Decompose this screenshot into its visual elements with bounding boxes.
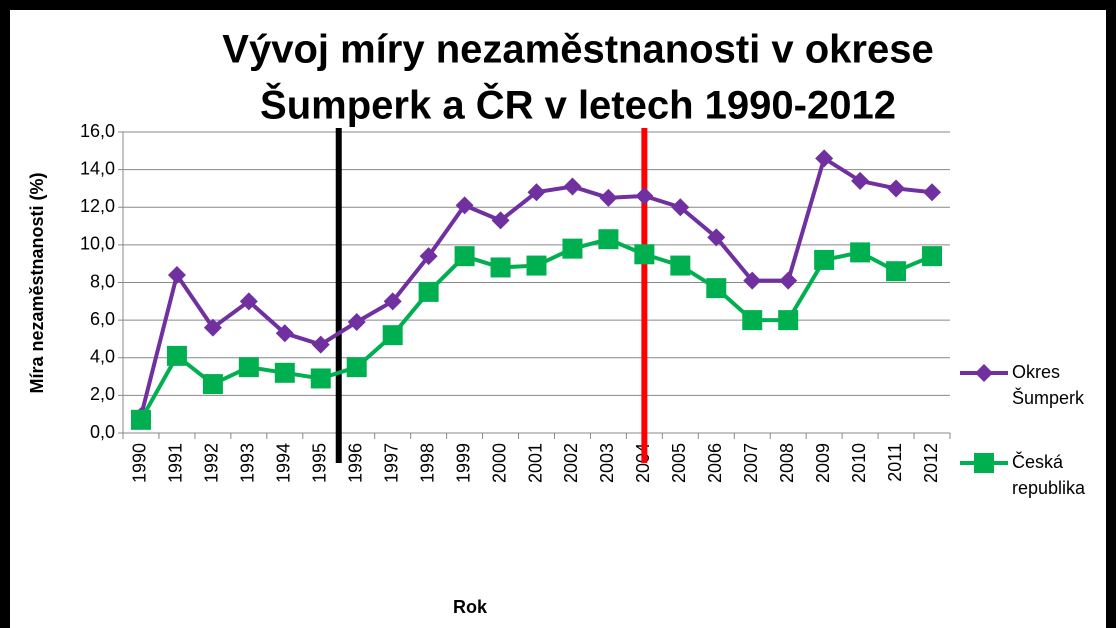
x-tick-label: 1997	[381, 443, 401, 483]
legend-label-line: Česká	[1012, 451, 1064, 472]
point	[670, 255, 691, 276]
x-tick-label: 2000	[489, 443, 509, 483]
point	[203, 318, 222, 337]
point	[851, 171, 870, 190]
x-tick-label: 2003	[597, 443, 617, 483]
legend-label: Okres Šumperk	[1012, 362, 1085, 408]
point	[706, 278, 727, 299]
point	[850, 242, 871, 263]
point	[975, 364, 993, 382]
point	[239, 292, 258, 311]
point	[491, 211, 510, 230]
y-tick-label: 2,0	[90, 384, 115, 404]
x-tick-label: 2009	[813, 443, 833, 483]
x-tick-label: 1990	[130, 443, 150, 483]
y-tick-label: 14,0	[80, 158, 115, 178]
x-tick-label: 1998	[417, 443, 437, 483]
point	[130, 409, 151, 430]
point	[526, 255, 547, 276]
x-tick-label: 1995	[310, 443, 330, 483]
point	[923, 183, 942, 202]
point	[347, 313, 366, 332]
x-tick-label: 2007	[741, 443, 761, 483]
point	[671, 198, 690, 217]
point	[563, 177, 582, 196]
x-tick-label: 2010	[849, 443, 869, 483]
point	[887, 179, 906, 198]
point	[202, 374, 223, 395]
point	[455, 196, 474, 215]
x-tick-label: 2005	[669, 443, 689, 483]
point	[166, 345, 187, 366]
point	[311, 335, 330, 354]
point	[635, 186, 654, 205]
x-tick-label: 1993	[238, 443, 258, 483]
y-tick-label: 10,0	[80, 234, 115, 254]
x-tick-label: 2004	[633, 443, 653, 483]
point	[814, 249, 835, 270]
point	[599, 188, 618, 207]
point	[527, 183, 546, 202]
x-tick-label: 1992	[202, 443, 222, 483]
point	[490, 257, 511, 278]
point	[383, 292, 402, 311]
point	[562, 238, 583, 259]
point	[778, 310, 799, 331]
x-tick-label: 1994	[274, 443, 294, 483]
point	[974, 453, 994, 473]
x-tick-label: 2008	[777, 443, 797, 483]
point	[779, 271, 798, 290]
x-axis-label: Rok	[453, 597, 488, 617]
y-tick-label: 8,0	[90, 271, 115, 291]
y-tick-label: 12,0	[80, 196, 115, 216]
point	[454, 246, 475, 267]
x-tick-label: 1991	[166, 443, 186, 483]
legend-label-line: Okres	[1012, 362, 1060, 382]
x-tick-label: 2012	[921, 443, 941, 483]
y-tick-label: 0,0	[90, 422, 115, 442]
point	[815, 149, 834, 168]
point	[598, 229, 619, 250]
point	[419, 247, 438, 266]
legend-label: Česká republika	[1012, 451, 1086, 498]
x-tick-label: 2002	[561, 443, 581, 483]
point	[274, 362, 295, 383]
point	[275, 324, 294, 343]
point	[346, 357, 367, 378]
point	[382, 325, 403, 346]
x-tick-label: 1999	[453, 443, 473, 483]
point	[310, 368, 331, 389]
y-tick-label: 16,0	[80, 121, 115, 141]
point	[634, 244, 655, 265]
y-tick-label: 4,0	[90, 347, 115, 367]
point	[707, 228, 726, 247]
point	[742, 310, 763, 331]
point	[886, 261, 907, 282]
point	[167, 265, 186, 284]
x-tick-label: 2011	[885, 443, 905, 482]
point	[418, 281, 439, 302]
legend-label-line: Šumperk	[1012, 387, 1085, 408]
x-tick-label: 1996	[345, 443, 365, 483]
y-axis-label: Míra nezaměstnanosti (%)	[27, 172, 47, 393]
x-tick-label: 2001	[525, 443, 545, 483]
chart-title: Šumperk a ČR v letech 1990-2012	[260, 82, 896, 128]
x-tick-label: 2006	[705, 443, 725, 483]
point	[238, 357, 259, 378]
point	[743, 271, 762, 290]
y-tick-label: 6,0	[90, 309, 115, 329]
point	[922, 246, 943, 267]
legend-label-line: republika	[1012, 478, 1086, 498]
chart-title: Vývoj míry nezaměstnanosti v okrese	[222, 28, 933, 72]
